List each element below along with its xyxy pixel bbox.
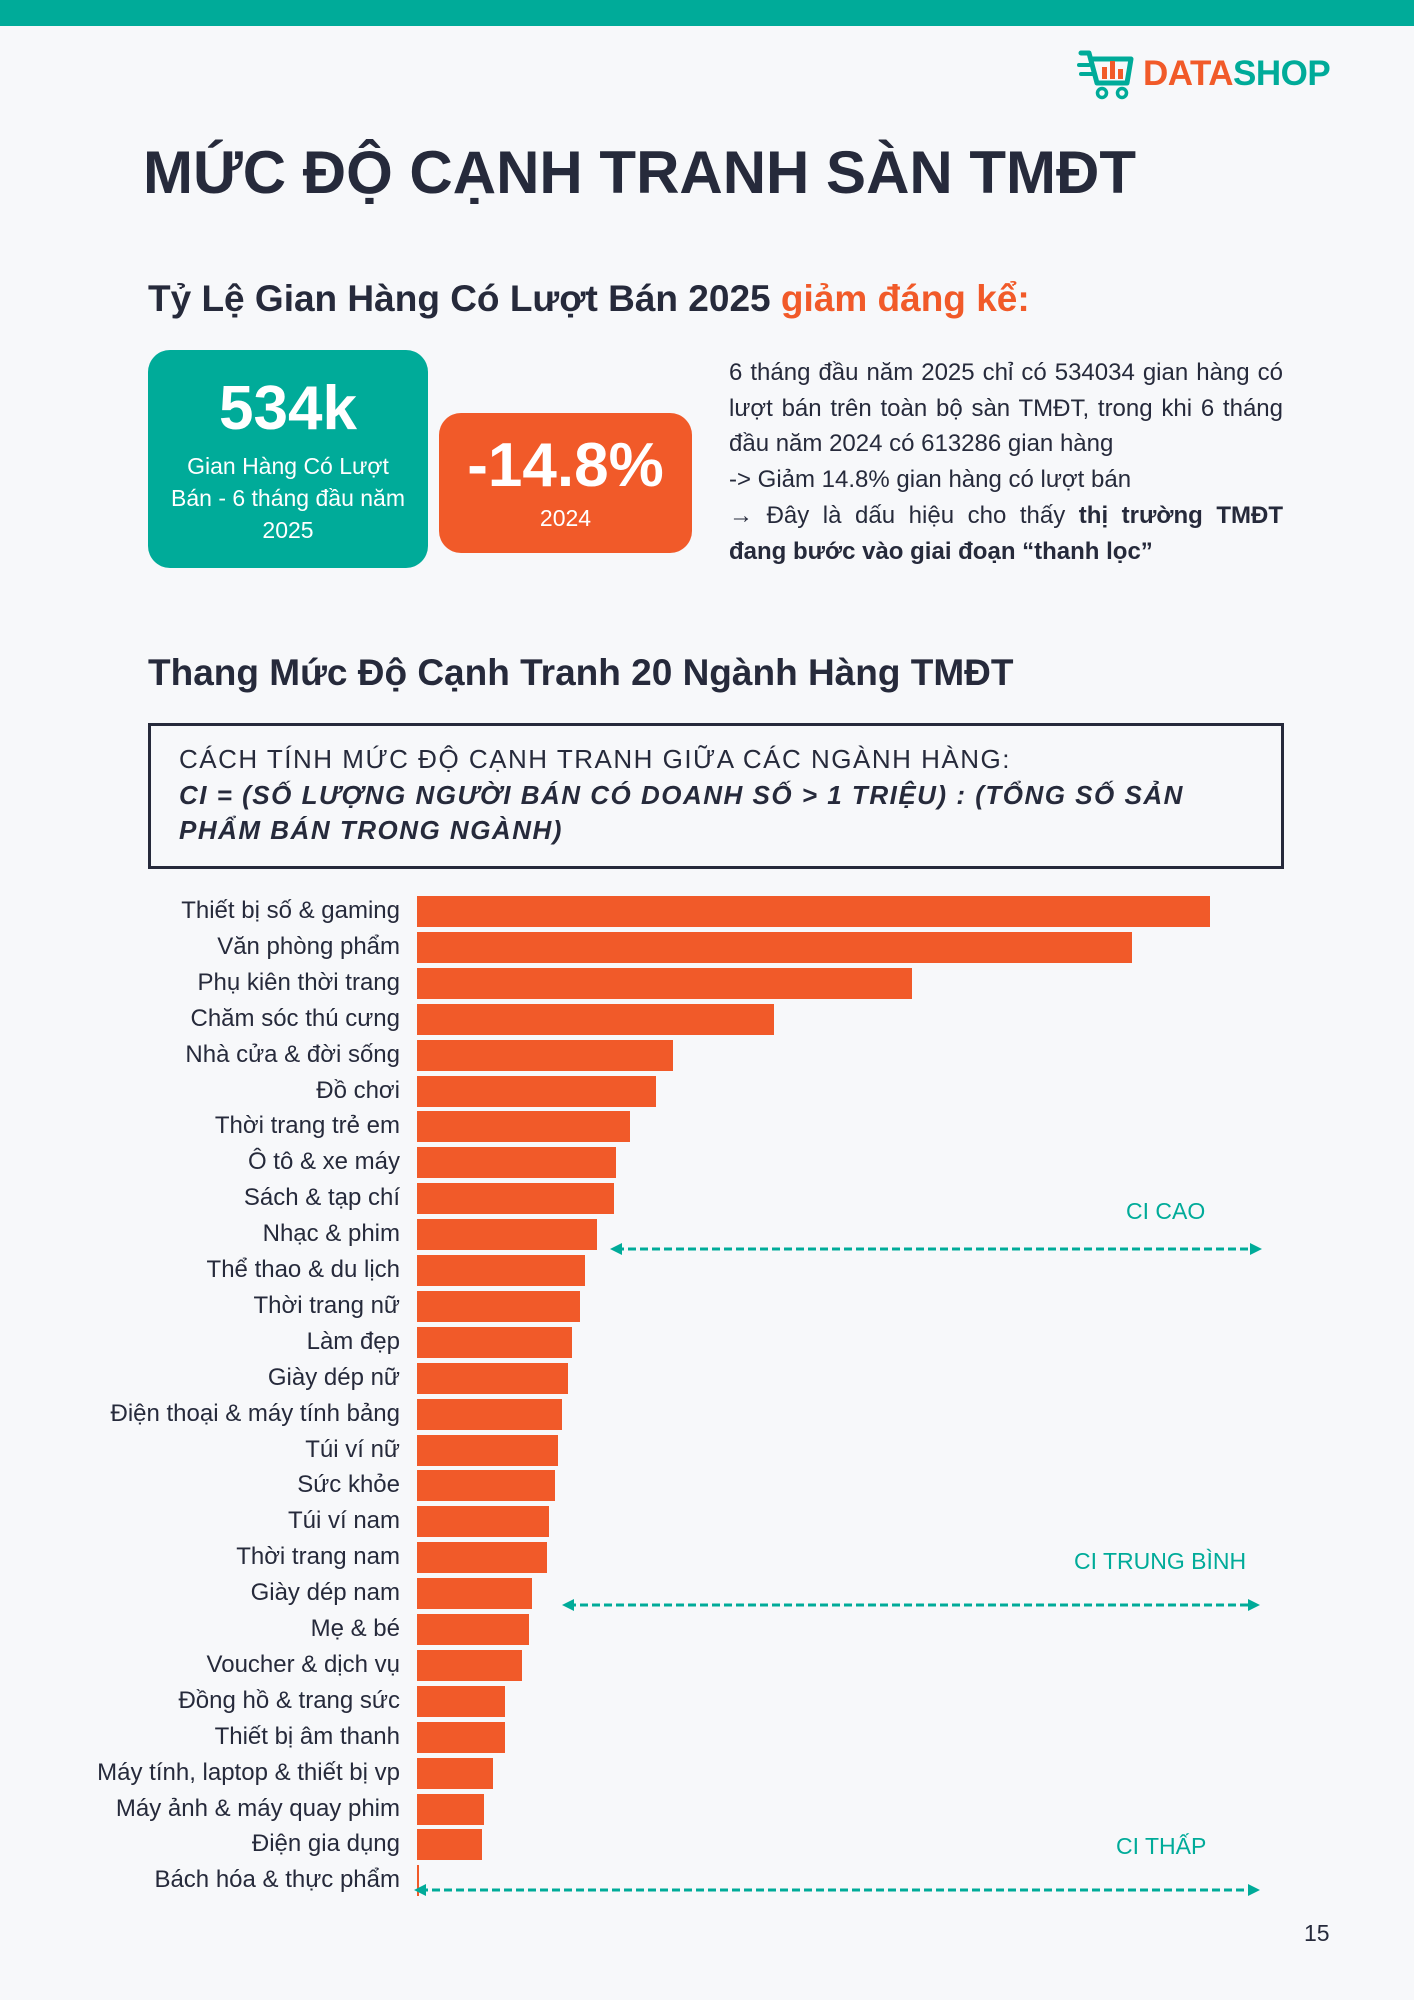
bar (417, 1865, 420, 1897)
bar (417, 1326, 573, 1358)
bar (417, 1470, 555, 1502)
category-label: Văn phòng phẩm (217, 932, 400, 960)
category-label: Đồng hồ & trang sức (178, 1686, 400, 1714)
category-label: Thời trang nam (236, 1543, 400, 1571)
category-label: Máy tính, laptop & thiết bị vp (97, 1758, 400, 1786)
category-label: Chăm sóc thú cưng (190, 1004, 401, 1032)
section1-heading: Tỷ Lệ Gian Hàng Có Lượt Bán 2025 giảm đá… (148, 278, 1278, 320)
bar (417, 1003, 774, 1035)
category-label: Túi ví nữ (305, 1435, 400, 1463)
category-label: Bách hóa & thực phẩm (154, 1866, 400, 1894)
logo-wordmark: DATASHOP (1143, 54, 1331, 94)
category-label: Thiết bị âm thanh (214, 1722, 400, 1750)
zone-label-medium: CI TRUNG BÌNH (1074, 1548, 1247, 1574)
zone-label-high: CI CAO (1126, 1198, 1206, 1224)
conclusion-bold: thị trường TMĐT đang bước vào giai đoạn … (729, 501, 1283, 565)
summary-line: -> Giảm 14.8% gian hàng có lượt bán (729, 466, 1132, 494)
bar (417, 1685, 506, 1717)
bar (417, 1111, 630, 1143)
category-label: Đồ chơi (316, 1076, 400, 1104)
heading-text: Tỷ Lệ Gian Hàng Có Lượt Bán 2025 (148, 278, 771, 319)
category-label: Túi ví nam (287, 1507, 400, 1535)
formula-box: CÁCH TÍNH MỨC ĐỘ CẠNH TRANH GIỮA CÁC NGÀ… (148, 723, 1284, 869)
bar (417, 967, 912, 999)
heading-highlight: giảm đáng kể: (780, 278, 1030, 319)
category-label: Sách & tạp chí (243, 1184, 400, 1212)
category-label: Thời trang nữ (253, 1291, 400, 1319)
summary-line: 6 tháng đầu năm 2025 chỉ có 534034 gian … (729, 359, 1283, 458)
category-label: Giày dép nam (250, 1579, 400, 1607)
bar (417, 1147, 617, 1179)
category-label: Sức khỏe (297, 1471, 400, 1499)
bar (417, 1757, 494, 1789)
category-label: Làm đẹp (306, 1327, 400, 1355)
bar (417, 1578, 532, 1610)
formula-title: CÁCH TÍNH MỨC ĐỘ CẠNH TRANH GIỮA CÁC NGÀ… (179, 744, 1011, 774)
category-label: Nhà cửa & đời sống (185, 1040, 400, 1068)
shopping-cart-chart-icon (1077, 50, 1134, 100)
bar (417, 1649, 522, 1681)
bar (417, 1506, 550, 1538)
bar (417, 1039, 674, 1071)
category-label: Máy ảnh & máy quay phim (115, 1794, 400, 1822)
summary-paragraph: 6 tháng đầu năm 2025 chỉ có 534034 gian … (729, 355, 1283, 569)
bar (417, 1290, 581, 1322)
page-number: 15 (1304, 1920, 1330, 1946)
zone-label-low: CI THẤP (1116, 1833, 1207, 1859)
stat-card-change: -14.8% 2024 (439, 413, 692, 553)
conclusion-text: → Đây là dấu hiệu cho thấy (729, 501, 1079, 529)
bar (417, 1219, 597, 1251)
stat-label: Gian Hàng Có Lượt Bán - 6 tháng đầu năm … (171, 453, 405, 543)
stat-value: 534k (219, 374, 357, 443)
zone-arrows (414, 1243, 1262, 1896)
section2-heading: Thang Mức Độ Cạnh Tranh 20 Ngành Hàng TM… (148, 652, 1014, 693)
bar (417, 1793, 484, 1825)
bar (417, 1542, 548, 1574)
category-label: Ô tô & xe máy (247, 1148, 400, 1176)
datashop-logo: DATASHOP (1077, 46, 1331, 102)
bar (417, 1434, 559, 1466)
bar (417, 896, 1210, 927)
stat-value: -14.8% (467, 431, 664, 500)
category-label: Phụ kiên thời trang (197, 968, 400, 996)
category-label: Mẹ & bé (310, 1615, 400, 1642)
bar (417, 1721, 506, 1753)
logo-shop: SHOP (1233, 54, 1331, 93)
bar (417, 1255, 586, 1286)
bar (417, 1614, 529, 1645)
bar (417, 1075, 657, 1107)
category-label: Thời trang trẻ em (214, 1112, 400, 1140)
stat-card-shops: 534k Gian Hàng Có Lượt Bán - 6 tháng đầu… (148, 350, 428, 568)
category-label: Voucher & dịch vụ (206, 1650, 400, 1678)
summary-conclusion: → Đây là dấu hiệu cho thấy thị trường TM… (729, 498, 1283, 569)
top-accent-bar (0, 0, 1414, 26)
category-label: Nhạc & phim (262, 1220, 400, 1248)
formula-text: CI = (SỐ LƯỢNG NGƯỜI BÁN CÓ DOANH SỐ > 1… (179, 780, 1184, 845)
category-label: Thiết bị số & gaming (181, 897, 400, 924)
bar (417, 931, 1133, 963)
bar (417, 1398, 563, 1430)
logo-data: DATA (1143, 54, 1234, 93)
bar (417, 1183, 614, 1215)
category-label: Điện thoại & máy tính bảng (110, 1399, 400, 1427)
stat-label: 2024 (539, 505, 592, 531)
bar (417, 1829, 483, 1861)
category-label: Thể thao & du lịch (206, 1256, 400, 1283)
category-label: Điện gia dụng (251, 1830, 400, 1858)
bar (417, 1362, 568, 1394)
category-label: Giày dép nữ (267, 1363, 400, 1391)
page-title: MỨC ĐỘ CẠNH TRANH SÀN TMĐT (143, 139, 1137, 206)
